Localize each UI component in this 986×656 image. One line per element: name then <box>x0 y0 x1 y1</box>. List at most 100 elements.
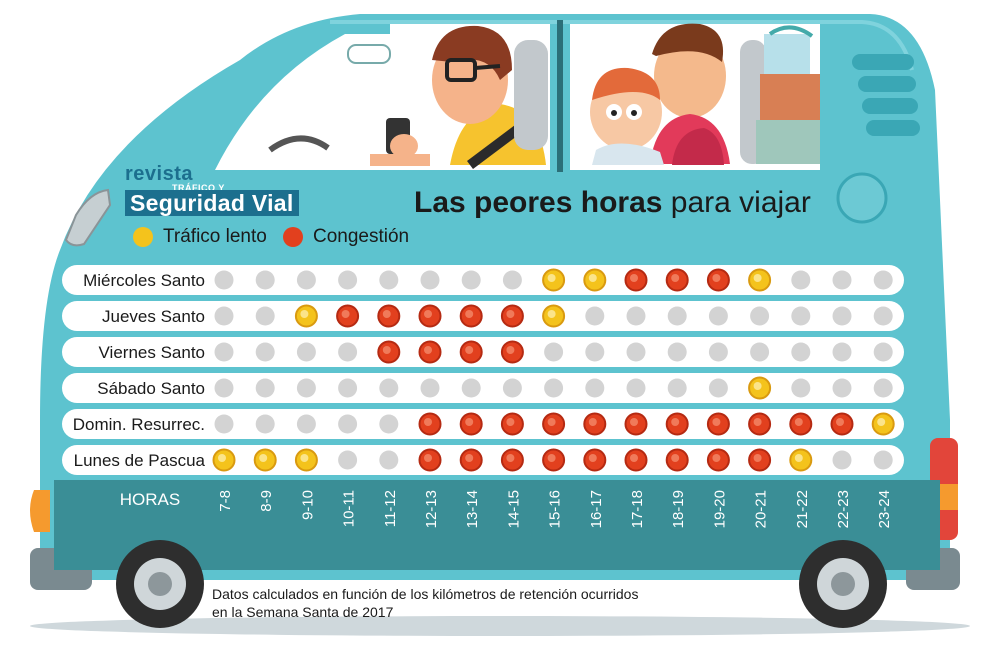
dot-highlight <box>506 418 515 426</box>
dot-none <box>832 450 852 470</box>
dot-highlight <box>382 346 391 354</box>
dot-none <box>873 342 893 362</box>
dot-highlight <box>424 454 432 462</box>
dot-highlight <box>465 454 474 462</box>
dot-none <box>379 414 399 434</box>
dot-none <box>873 306 893 326</box>
dot-none <box>379 270 399 290</box>
x-tick-label: 23-24 <box>876 490 893 528</box>
dot-highlight <box>836 418 844 426</box>
dot-highlight <box>341 310 350 318</box>
dot-none <box>873 270 893 290</box>
dot-highlight <box>753 454 762 462</box>
windshield <box>215 34 390 170</box>
x-tick-label: 21-22 <box>794 490 811 528</box>
x-tick-label: 13-14 <box>464 490 481 528</box>
chart-dots <box>212 268 895 472</box>
x-tick-label: 22-23 <box>835 490 852 528</box>
dot-highlight <box>259 454 268 462</box>
dot-none <box>461 270 481 290</box>
dot-none <box>296 414 316 434</box>
table-row-bg <box>62 373 904 403</box>
table-row-bg <box>62 409 904 439</box>
dot-none <box>338 414 358 434</box>
logo-trafico: TRÁFICO Y <box>172 183 225 193</box>
legend-label-congestion: Congestión <box>313 226 410 247</box>
dot-none <box>585 306 605 326</box>
lower-panel <box>54 480 940 570</box>
dot-none <box>708 342 728 362</box>
dot-highlight <box>671 418 680 426</box>
front-light <box>30 490 50 532</box>
x-axis-label: HORAS <box>120 490 180 509</box>
dot-highlight <box>712 274 721 282</box>
dot-highlight <box>588 454 597 462</box>
x-tick-label: 16-17 <box>588 490 605 528</box>
dot-highlight <box>424 346 432 354</box>
driver-figure <box>370 25 548 169</box>
dot-highlight <box>588 274 597 282</box>
dot-highlight <box>547 274 556 282</box>
dot-none <box>544 378 564 398</box>
dot-none <box>750 306 770 326</box>
dot-none <box>255 378 275 398</box>
dot-highlight <box>712 454 721 462</box>
dot-none <box>750 342 770 362</box>
dot-none <box>873 378 893 398</box>
dot-none <box>379 450 399 470</box>
x-tick-label: 20-21 <box>753 490 770 528</box>
dot-highlight <box>712 418 721 426</box>
dot-highlight <box>547 418 556 426</box>
dot-none <box>502 378 522 398</box>
dot-none <box>832 306 852 326</box>
dot-highlight <box>506 310 515 318</box>
steering-wheel <box>268 135 330 153</box>
dot-none <box>338 270 358 290</box>
dot-none <box>873 450 893 470</box>
title-regular: para viajar <box>670 186 811 219</box>
dot-none <box>214 378 234 398</box>
footnote: Datos calculados en función de los kilóm… <box>212 585 638 621</box>
x-tick-label: 12-13 <box>423 490 440 528</box>
dot-highlight <box>424 310 432 318</box>
logo-seguridad-vial: Seguridad Vial <box>125 190 299 216</box>
dot-highlight <box>753 418 762 426</box>
x-tick-label: 9-10 <box>299 490 316 520</box>
dot-none <box>255 270 275 290</box>
legend-dot-slow <box>133 227 153 247</box>
row-label: Jueves Santo <box>102 307 205 326</box>
dot-none <box>791 270 811 290</box>
dot-highlight <box>465 418 474 426</box>
legend-item-congestion: Congestión <box>283 226 409 248</box>
dot-none <box>255 414 275 434</box>
table-row-bg <box>62 337 904 367</box>
dot-highlight <box>630 418 638 426</box>
front-wheel <box>116 540 204 628</box>
dot-none <box>667 378 687 398</box>
dot-highlight <box>300 454 309 462</box>
dot-highlight <box>877 418 886 426</box>
dot-none <box>667 306 687 326</box>
dot-highlight <box>630 454 638 462</box>
x-tick-label: 7-8 <box>217 490 234 512</box>
ground-shadow <box>30 616 970 636</box>
row-label: Domin. Resurrec. <box>73 415 205 434</box>
dot-highlight <box>794 454 803 462</box>
dot-highlight <box>465 310 474 318</box>
dot-none <box>255 306 275 326</box>
dot-none <box>708 378 728 398</box>
dot-highlight <box>794 418 803 426</box>
dot-highlight <box>547 310 556 318</box>
title-bold: Las peores horas <box>414 186 663 219</box>
dot-none <box>832 270 852 290</box>
rearview-mirror <box>347 44 391 64</box>
row-label: Sábado Santo <box>97 379 205 398</box>
x-tick-label: 17-18 <box>629 490 646 528</box>
dot-none <box>296 342 316 362</box>
dot-none <box>420 378 440 398</box>
dot-none <box>832 378 852 398</box>
dot-highlight <box>506 346 515 354</box>
dot-none <box>832 342 852 362</box>
dot-none <box>461 378 481 398</box>
